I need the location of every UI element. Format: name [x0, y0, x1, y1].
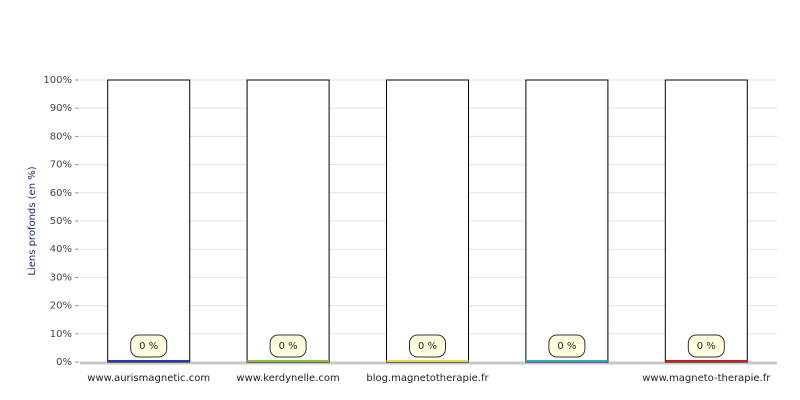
y-tick-label: 100%	[43, 75, 72, 86]
value-label-box	[548, 334, 586, 358]
y-axis-label: Liens profonds (en %)	[27, 166, 38, 275]
value-label: 0 %	[697, 341, 716, 352]
x-tick-label: www.aurismagnetic.com	[87, 373, 210, 384]
value-label-box	[130, 334, 168, 358]
value-label-box	[269, 334, 307, 358]
y-tick-label: 20%	[50, 301, 72, 312]
bar-frame	[386, 79, 469, 363]
bar-frame	[246, 79, 330, 363]
bar-frame	[107, 79, 191, 363]
value-label-box	[687, 334, 725, 358]
value-label: 0 %	[139, 341, 158, 352]
x-tick-label: www.magneto-therapie.fr	[642, 373, 771, 384]
y-tick-label: 0%	[56, 357, 72, 368]
y-tick-label: 30%	[50, 272, 72, 283]
y-tick-label: 60%	[50, 188, 72, 199]
y-tick-label: 80%	[50, 131, 72, 142]
value-label: 0 %	[279, 341, 298, 352]
bar-frame	[664, 79, 748, 363]
x-tick-label: www.kerdynelle.com	[236, 373, 339, 384]
value-label: 0 %	[418, 341, 437, 352]
value-label-box	[409, 334, 446, 358]
y-tick-label: 50%	[50, 216, 72, 227]
value-label: 0 %	[557, 341, 576, 352]
x-tick-label: blog.magnetotherapie.fr	[366, 373, 489, 384]
bar-frame	[525, 79, 609, 363]
y-tick-label: 10%	[50, 329, 72, 340]
y-tick-label: 90%	[50, 103, 72, 114]
y-tick-label: 40%	[50, 244, 72, 255]
y-tick-label: 70%	[50, 160, 72, 171]
